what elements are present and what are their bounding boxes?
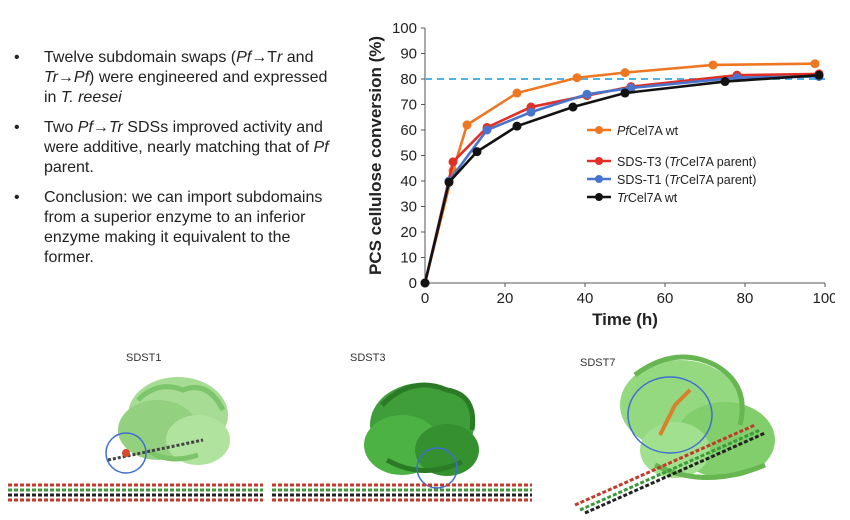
x-axis-title: Time (h) bbox=[592, 310, 658, 329]
y-axis-title: PCS cellulose conversion (%) bbox=[366, 36, 385, 275]
legend-label: PfCel7A wt bbox=[617, 124, 679, 138]
legend-label: SDS-T3 (TrCel7A parent) bbox=[617, 155, 756, 169]
data-point bbox=[626, 83, 636, 93]
y-tick-label: 10 bbox=[400, 250, 417, 267]
data-point bbox=[444, 177, 454, 187]
y-tick-label: 30 bbox=[400, 199, 417, 216]
conversion-chart: 0 10 20 30 40 50 60 70 80 90 100 0 20 40 60 80 100 Time (… bbox=[366, 20, 835, 329]
bullet-list: • Twelve subdomain swaps (Pf→Tr and Tr→Pf… bbox=[14, 48, 344, 278]
series-line bbox=[423, 72, 820, 284]
legend-label: TrCel7A wt bbox=[617, 191, 678, 205]
data-point bbox=[512, 88, 522, 98]
y-tick-label: 50 bbox=[400, 148, 417, 165]
y-tick-label: 80 bbox=[400, 71, 417, 88]
bullet-item: • Conclusion: we can import subdomains fr… bbox=[14, 189, 323, 266]
legend-swatch-marker bbox=[595, 126, 603, 134]
x-tick-label: 0 bbox=[421, 290, 429, 307]
bullet-dot: • bbox=[14, 189, 20, 206]
data-point bbox=[482, 125, 492, 135]
data-point bbox=[572, 73, 582, 83]
bullet-item: • Two Pf→Tr SDSs improved activity and we… bbox=[14, 119, 329, 176]
y-tick-label: 70 bbox=[400, 97, 417, 114]
data-point bbox=[720, 77, 730, 87]
x-tick-label: 100 bbox=[812, 290, 835, 307]
y-tick-label: 0 bbox=[409, 275, 417, 292]
data-point bbox=[582, 89, 592, 99]
y-tick-label: 60 bbox=[400, 122, 417, 139]
data-point bbox=[526, 107, 536, 117]
y-tick-label: 100 bbox=[392, 20, 417, 37]
data-point bbox=[568, 102, 578, 112]
data-point bbox=[420, 278, 430, 288]
data-point bbox=[620, 68, 630, 78]
data-point bbox=[814, 70, 824, 80]
legend-swatch-marker bbox=[595, 175, 603, 183]
bullet-dot: • bbox=[14, 49, 20, 66]
y-tick-label: 90 bbox=[400, 46, 417, 63]
legend-swatch-marker bbox=[595, 157, 603, 165]
protein-structure-sdst7-image bbox=[574, 354, 775, 515]
protein-structure-sdst1-image bbox=[8, 377, 263, 502]
structure-sdst7: SDST7 bbox=[565, 325, 845, 515]
data-point bbox=[448, 157, 458, 167]
x-tick-label: 60 bbox=[657, 290, 674, 307]
y-tick-label: 40 bbox=[400, 173, 417, 190]
bullet-item: • Twelve subdomain swaps (Pf→Tr and Tr→Pf… bbox=[14, 49, 328, 106]
bullet-dot: • bbox=[14, 119, 20, 136]
x-tick-label: 20 bbox=[497, 290, 514, 307]
structure-sdst3: SDST3 bbox=[272, 350, 547, 515]
data-point bbox=[620, 88, 630, 98]
data-point bbox=[512, 121, 522, 131]
legend-swatch-marker bbox=[595, 193, 603, 201]
x-tick-label: 40 bbox=[577, 290, 594, 307]
data-point bbox=[462, 120, 472, 130]
data-point bbox=[472, 147, 482, 157]
data-point bbox=[810, 59, 820, 69]
data-point bbox=[708, 60, 718, 70]
y-tick-label: 20 bbox=[400, 224, 417, 241]
legend-label: SDS-T1 (TrCel7A parent) bbox=[617, 173, 756, 187]
structure-sdst1: SDST1 bbox=[8, 350, 273, 515]
structure-label-sdst3: SDST3 bbox=[350, 352, 386, 364]
series-line bbox=[423, 73, 820, 284]
structure-label-sdst7: SDST7 bbox=[580, 357, 616, 369]
series-line bbox=[423, 75, 820, 284]
structure-label-sdst1: SDST1 bbox=[126, 352, 162, 364]
protein-structure-sdst3-image bbox=[272, 382, 532, 502]
x-tick-label: 80 bbox=[737, 290, 754, 307]
